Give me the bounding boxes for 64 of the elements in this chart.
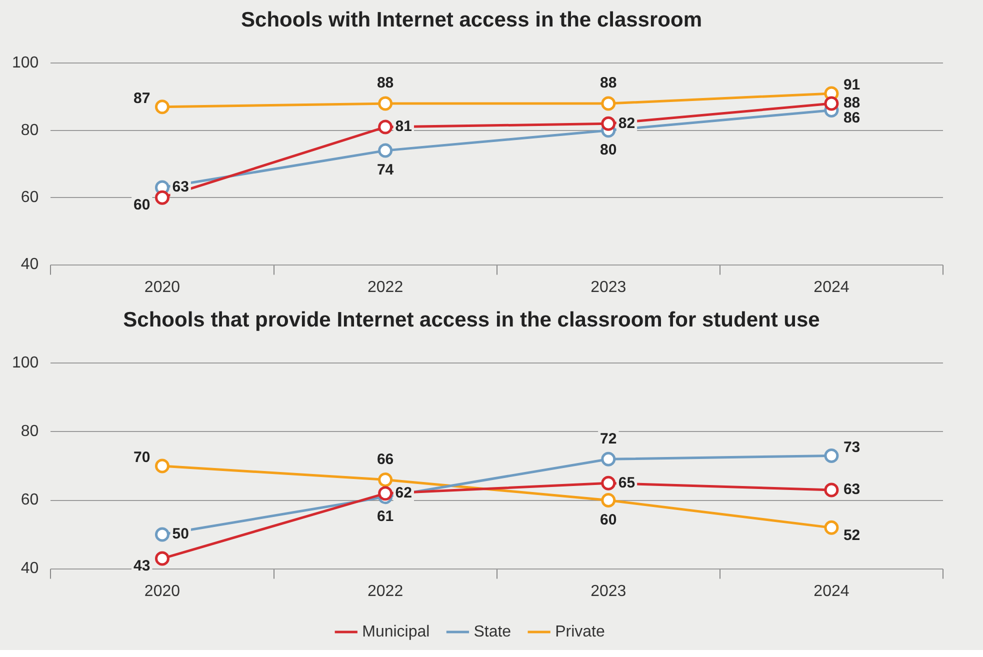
x-tick-label: 2020 [144,582,180,600]
data-label: 63 [843,481,860,498]
data-label: 73 [843,438,860,456]
x-tick-label: 2020 [144,278,180,296]
data-label: 81 [395,118,412,136]
y-tick-label: 100 [12,354,39,372]
data-label: 88 [843,94,860,112]
data-label: 86 [843,109,860,126]
data-label: 80 [600,142,617,159]
y-tick-label: 80 [20,122,39,139]
y-tick-label: 60 [20,189,39,206]
point [601,96,616,111]
legend-label: Private [555,623,605,640]
data-label: 66 [376,450,394,468]
data-label: 61 [376,508,394,525]
point [154,190,170,205]
point [601,476,616,490]
x-tick-label: 2023 [590,582,626,600]
y-tick-label: 100 [12,54,39,72]
data-label: 88 [600,74,617,92]
data-label: 63 [172,178,189,196]
point [154,100,170,114]
point [154,551,170,566]
point [601,493,616,508]
data-label: 65 [618,474,636,492]
data-label: 91 [843,76,860,94]
data-label: 60 [134,196,150,214]
point [378,486,393,501]
x-tick-label: 2022 [368,582,404,600]
point [824,520,839,535]
point [601,116,616,131]
chart-title: Schools with Internet access in the classroom [241,8,702,32]
y-tick-label: 40 [20,256,39,274]
x-tick-label: 2023 [590,278,626,296]
data-label: 60 [600,511,617,528]
point [154,458,170,474]
data-label: 87 [134,90,150,108]
data-label: 50 [172,526,189,543]
data-label: 72 [600,430,617,448]
x-tick-label: 2024 [814,582,850,600]
data-label: 52 [843,526,860,544]
legend-label: Municipal [362,623,430,640]
x-tick-label: 2024 [814,278,850,296]
point [824,448,839,463]
data-label: 88 [376,74,394,92]
data-label: 74 [376,162,394,179]
chart-title: Schools that provide Internet access in the classroom for student use [123,308,820,332]
data-label: 70 [134,449,150,466]
y-tick-label: 80 [20,423,39,440]
data-label: 82 [618,114,636,132]
point [378,120,393,134]
point [378,143,393,158]
point [824,482,839,498]
data-label: 43 [134,558,150,575]
point [824,96,839,111]
legend-label: State [474,623,512,640]
point [378,472,393,487]
y-tick-label: 60 [20,492,39,509]
x-tick-label: 2022 [368,278,404,296]
point [601,452,616,466]
point [154,527,170,542]
y-tick-label: 40 [20,560,39,578]
data-label: 62 [395,484,412,502]
point [378,96,393,111]
